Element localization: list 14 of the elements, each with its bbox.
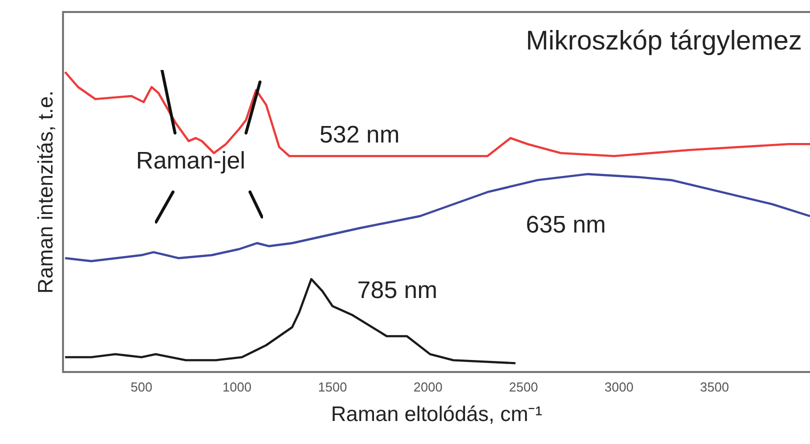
chart-title: Mikroszkóp tárgylemez [526, 25, 802, 56]
x-tick-label: 2000 [414, 380, 442, 395]
x-tick-label: 2500 [509, 380, 538, 395]
series-label: 532 nm [320, 122, 400, 149]
series-label: 785 nm [357, 276, 438, 304]
series-label: 635 nm [526, 212, 606, 239]
x-tick-label: 3500 [700, 380, 729, 395]
x-tick-label: 1500 [318, 380, 347, 395]
y-axis-title: Raman intenzitás, t.e. [34, 90, 58, 294]
x-tick-label: 1000 [222, 380, 252, 395]
x-tick-label: 3000 [604, 380, 634, 395]
annotation: Raman-jel [136, 148, 246, 175]
x-tick-label: 500 [130, 380, 152, 395]
x-axis-title: Raman eltolódás, cm⁻¹ [330, 403, 542, 426]
